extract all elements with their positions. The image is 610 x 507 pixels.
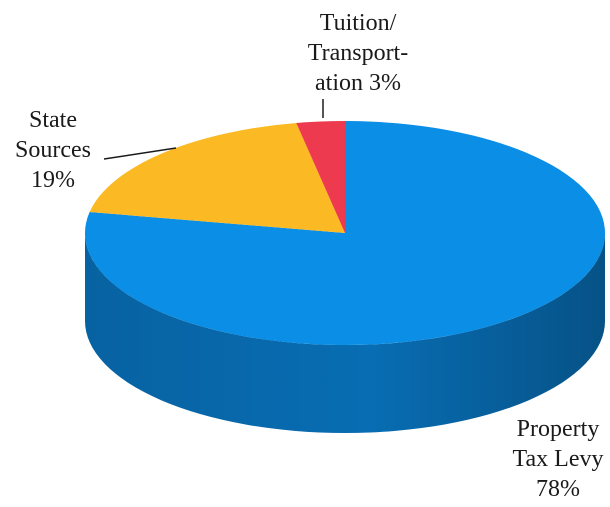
- slice-label-line: Sources: [15, 137, 91, 163]
- slice-label-line: Tax Levy: [513, 446, 604, 472]
- pie-slice-tuition: [296, 121, 345, 233]
- slice-label-tuition: Tuition/Transport-ation 3%: [308, 10, 408, 96]
- pie-slice-state: [89, 122, 345, 233]
- pie-labels-layer: Property Tax Levy 78% State Sources 19% Tuitio…: [15, 10, 603, 502]
- slice-label-property: Property Tax Levy 78%: [513, 416, 604, 502]
- pie-side-layer: [85, 233, 605, 433]
- slice-label-line: Transport-: [308, 40, 408, 66]
- slice-label-line: ation 3%: [315, 70, 401, 96]
- slice-label-line: 19%: [31, 167, 75, 193]
- pie-side-shade-property: [85, 233, 605, 433]
- slice-label-state: State Sources 19%: [15, 107, 91, 193]
- slice-label-line: 78%: [536, 476, 580, 502]
- pie-top-layer: [84, 121, 605, 346]
- slice-label-line: State: [29, 107, 77, 133]
- pie-slice-property: [84, 121, 605, 346]
- leader-line-state: [103, 147, 177, 160]
- slice-label-line: Tuition/: [320, 10, 397, 36]
- slice-label-line: Property: [517, 416, 600, 442]
